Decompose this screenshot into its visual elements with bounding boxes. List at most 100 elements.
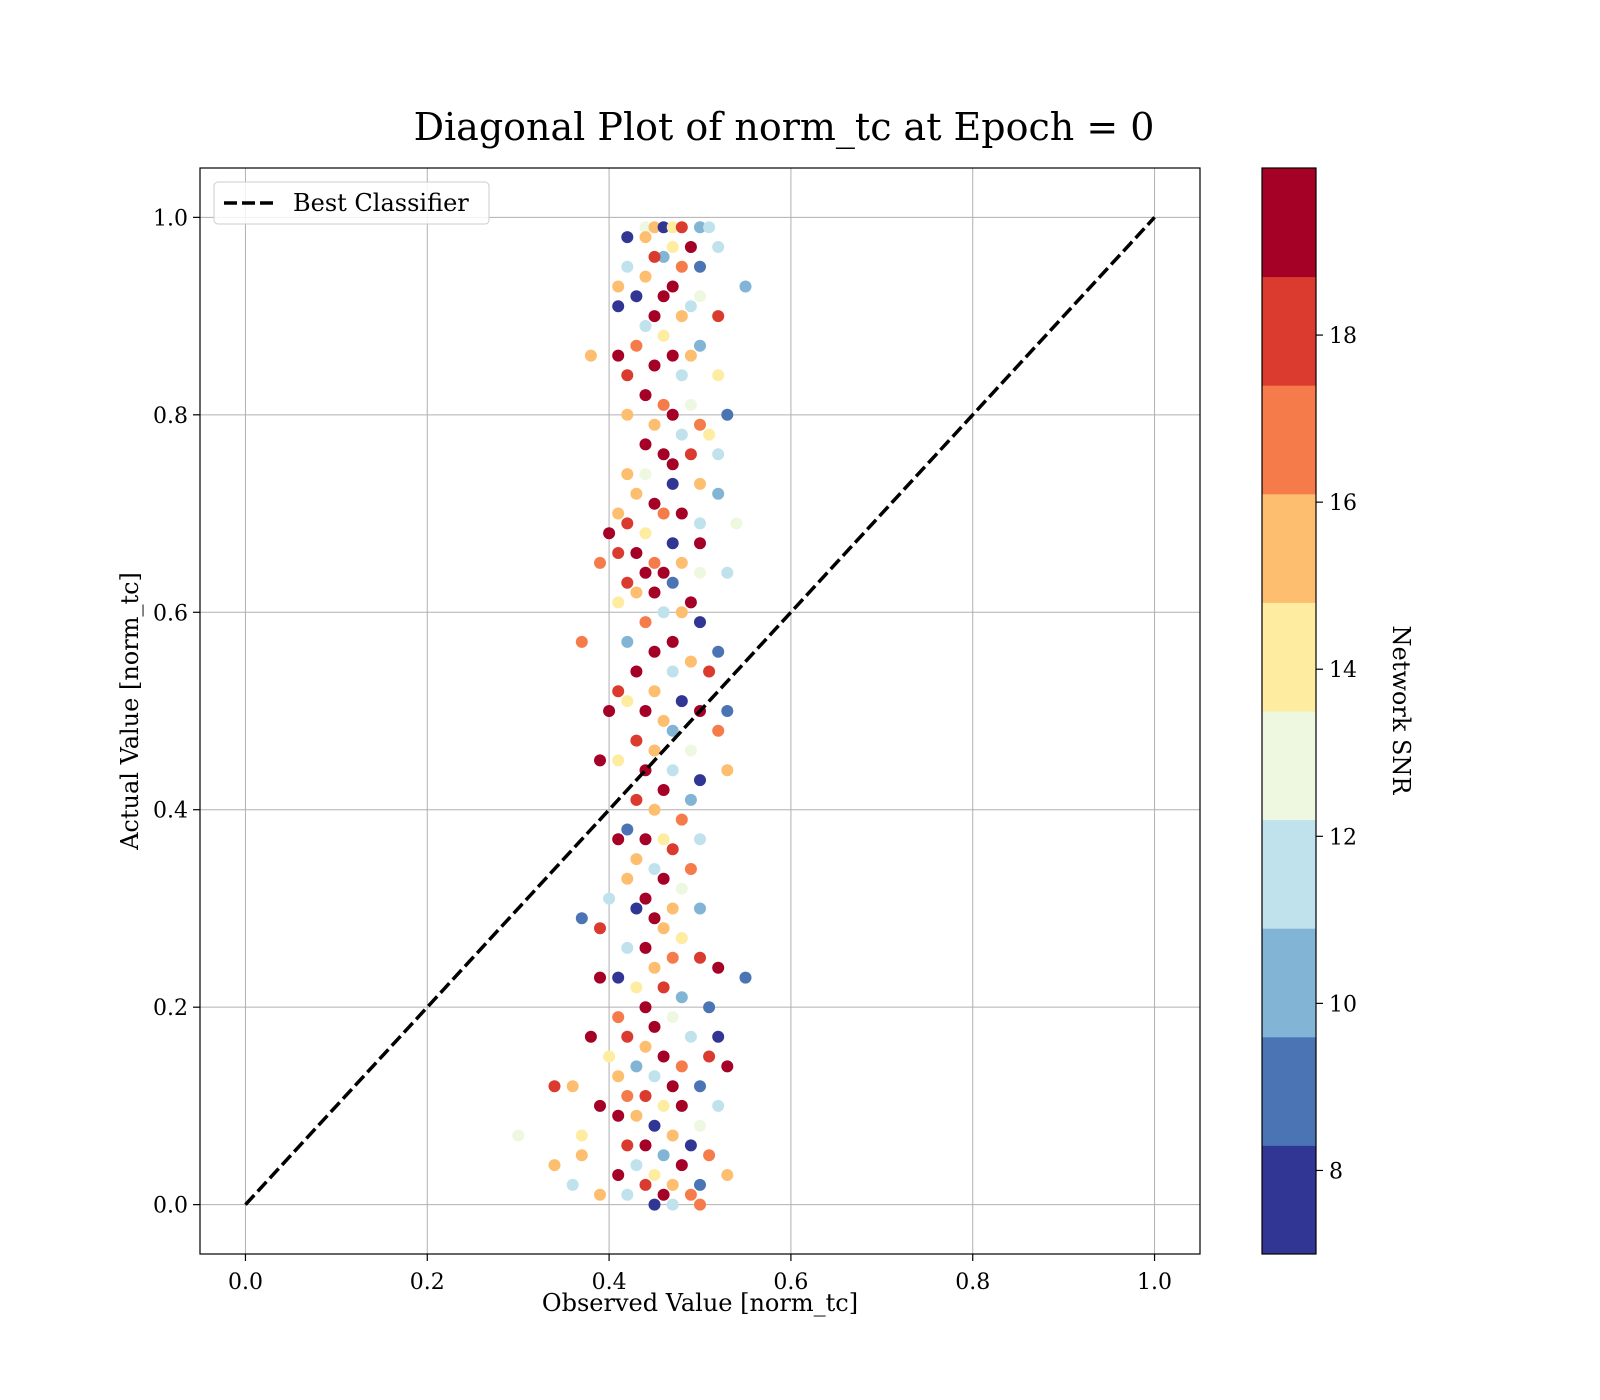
scatter-point: [666, 902, 679, 915]
scatter-point: [594, 556, 606, 569]
scatter-point: [621, 823, 634, 836]
scatter-point: [694, 1198, 706, 1211]
scatter-point: [675, 813, 688, 826]
y-axis-label: Actual Value [norm_tc]: [116, 572, 144, 851]
y-tick-label: 0.2: [153, 996, 188, 1021]
scatter-point: [657, 606, 670, 619]
scatter-point: [639, 941, 652, 954]
colorbar-tick-label: 10: [1329, 992, 1357, 1017]
scatter-point: [612, 1011, 625, 1024]
x-tick-label: 0.6: [773, 1270, 808, 1295]
scatter-point: [621, 941, 634, 954]
colorbar-tick-label: 8: [1329, 1159, 1343, 1184]
scatter-point: [666, 665, 679, 678]
scatter-point: [594, 1099, 606, 1112]
colorbar-tick-label: 12: [1329, 825, 1357, 850]
scatter-point: [703, 1001, 716, 1014]
y-tick-label: 0.0: [153, 1194, 188, 1219]
scatter-point: [630, 339, 643, 352]
best-classifier-line-group: [244, 216, 1156, 1206]
scatter-point: [666, 724, 679, 737]
scatter-point: [621, 1188, 634, 1201]
scatter-point: [712, 487, 725, 500]
scatter-point: [621, 260, 634, 273]
scatter-point: [694, 517, 706, 530]
scatter-point: [512, 1129, 525, 1142]
scatter-point: [630, 981, 643, 994]
scatter-point: [721, 408, 734, 421]
y-tick-label: 0.6: [153, 601, 188, 626]
colorbar-segment: [1262, 819, 1316, 929]
scatter-point: [612, 1169, 625, 1181]
scatter-point: [666, 537, 679, 550]
colorbar-segment: [1262, 1145, 1316, 1255]
scatter-point: [694, 616, 706, 629]
scatter-point: [666, 1178, 679, 1191]
scatter-point: [648, 863, 661, 875]
scatter-point: [603, 1050, 616, 1063]
scatter-point: [630, 547, 643, 559]
scatter-point: [694, 566, 706, 579]
scatter-point: [675, 991, 688, 1004]
scatter-point: [630, 734, 643, 747]
scatter-point: [666, 576, 679, 589]
scatter-point: [648, 1169, 661, 1181]
scatter-point: [657, 1099, 670, 1112]
scatter-point: [612, 754, 625, 767]
scatter-point: [621, 517, 634, 530]
scatter-point: [648, 556, 661, 569]
scatter-point: [648, 310, 661, 323]
scatter-point: [621, 695, 634, 708]
scatter-point: [721, 1169, 734, 1181]
scatter-point: [648, 685, 661, 698]
scatter-point: [666, 221, 679, 234]
scatter-point: [712, 1099, 725, 1112]
scatter-point: [648, 586, 661, 599]
scatter-point: [657, 507, 670, 520]
scatter-point: [684, 863, 697, 875]
chart-title: Diagonal Plot of norm_tc at Epoch = 0: [414, 105, 1155, 150]
plot-frame: [199, 167, 1201, 1255]
scatter-point: [612, 349, 625, 362]
scatter-point: [721, 764, 734, 777]
scatter-point: [712, 645, 725, 658]
scatter-point: [639, 1001, 652, 1014]
scatter-point: [666, 951, 679, 964]
best-classifier-line: [244, 216, 1156, 1206]
scatter-point: [684, 448, 697, 461]
scatter-point: [612, 507, 625, 520]
scatter-point: [621, 1090, 634, 1102]
scatter-point: [721, 566, 734, 579]
legend-label-best-classifier: Best Classifier: [293, 189, 469, 217]
scatter-point: [612, 833, 625, 846]
scatter-point: [666, 764, 679, 777]
scatter-point: [612, 280, 625, 293]
scatter-point: [675, 428, 688, 441]
scatter-point: [612, 1109, 625, 1122]
scatter-point: [630, 665, 643, 678]
scatter-point: [666, 1198, 679, 1211]
scatter-point: [684, 1030, 697, 1043]
scatter-point: [630, 586, 643, 599]
scatter-point: [694, 290, 706, 303]
scatter-point: [684, 349, 697, 362]
scatter-point: [694, 221, 706, 234]
scatter-point: [639, 438, 652, 451]
scatter-point: [694, 1080, 706, 1093]
scatter-point: [630, 853, 643, 866]
scatter-point: [712, 724, 725, 737]
colorbar-label: Network SNR: [1387, 626, 1415, 796]
scatter-point: [694, 537, 706, 550]
scatter-point: [675, 882, 688, 895]
scatter-point: [621, 872, 634, 885]
scatter-point: [657, 714, 670, 727]
scatter-point: [584, 1030, 597, 1043]
scatter-point: [712, 961, 725, 974]
scatter-point: [612, 1070, 625, 1083]
scatter-point: [639, 1178, 652, 1191]
scatter-point: [648, 359, 661, 372]
scatter-point: [657, 290, 670, 303]
scatter-point: [548, 1159, 561, 1172]
scatter-point: [657, 566, 670, 579]
